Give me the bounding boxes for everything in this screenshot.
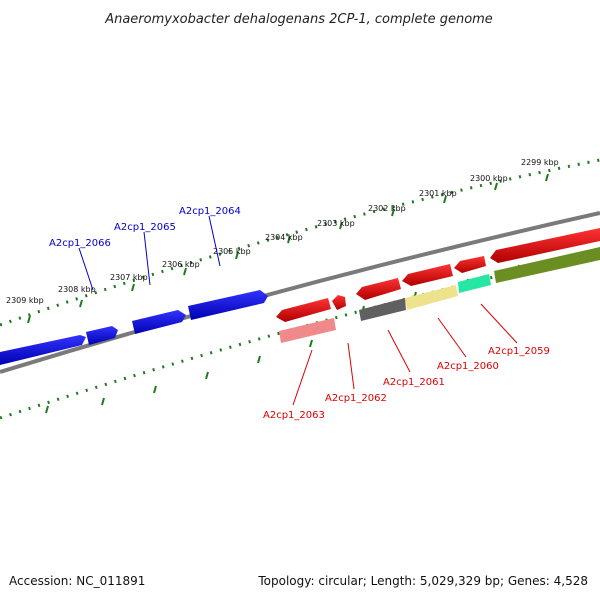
tick-mark: [45, 405, 49, 414]
kbp-label: 2299 kbp: [521, 158, 559, 167]
gene-label-reverse[interactable]: A2cp1_2062: [325, 393, 387, 404]
tick-mark: [309, 339, 313, 348]
genome-backbone: [0, 211, 600, 374]
outer-major-ticks: [27, 173, 549, 324]
tick-mark: [79, 299, 83, 308]
leader-line: [78, 247, 94, 291]
tick-mark: [287, 235, 291, 244]
kbp-label: 2309 kbp: [6, 296, 44, 305]
kbp-label: 2303 kbp: [317, 219, 355, 228]
gene-arrow-fwd-3[interactable]: [132, 310, 186, 334]
tick-mark: [235, 251, 239, 260]
gene-label-reverse[interactable]: A2cp1_2061: [383, 377, 445, 388]
tick-mark: [101, 397, 105, 406]
cds-block-khaki[interactable]: [405, 285, 458, 310]
tick-mark: [545, 173, 549, 182]
gene-arrow-rev-1[interactable]: [276, 298, 331, 322]
kbp-label: 2302 kbp: [368, 204, 406, 213]
reverse-genes: [276, 228, 600, 322]
kbp-label: 2300 kbp: [470, 174, 508, 183]
tick-mark: [339, 221, 343, 230]
kbp-label: 2306 kbp: [162, 260, 200, 269]
reverse-label-leaders: [292, 303, 518, 406]
cds-block-grey[interactable]: [359, 298, 406, 321]
tick-mark: [257, 355, 261, 364]
tick-mark: [27, 315, 31, 324]
cds-blocks: [279, 247, 600, 343]
cds-block-teal[interactable]: [458, 274, 491, 293]
tick-mark: [443, 195, 447, 204]
map-title: Anaeromyxobacter dehalogenans 2CP-1, com…: [104, 12, 493, 27]
gene-label-reverse[interactable]: A2cp1_2060: [437, 361, 499, 372]
leader-line: [143, 231, 151, 286]
tick-mark: [131, 283, 135, 292]
gene-label-forward[interactable]: A2cp1_2066: [49, 238, 111, 249]
leader-line: [347, 342, 355, 390]
tick-mark: [391, 208, 395, 217]
gene-arrow-rev-3[interactable]: [356, 278, 401, 300]
gene-label-reverse[interactable]: A2cp1_2063: [263, 410, 325, 421]
gene-arrow-fwd-2[interactable]: [86, 326, 118, 345]
gene-arrow-rev-6[interactable]: [490, 228, 600, 263]
kbp-label: 2301 kbp: [419, 189, 457, 198]
gene-label-reverse[interactable]: A2cp1_2059: [488, 346, 550, 357]
forward-genes: [0, 290, 268, 365]
kbp-label: 2307 kbp: [110, 273, 148, 282]
leader-line: [208, 215, 221, 267]
kbp-label: 2305 kbp: [213, 247, 251, 256]
gene-arrow-rev-4[interactable]: [402, 264, 453, 286]
gene-arrow-fwd-1[interactable]: [0, 335, 86, 365]
cds-block-olive[interactable]: [494, 247, 600, 283]
tick-mark: [494, 182, 498, 191]
gene-label-forward[interactable]: A2cp1_2065: [114, 222, 176, 233]
tick-mark: [183, 267, 187, 276]
leader-line: [292, 349, 313, 406]
tick-mark: [205, 371, 209, 380]
topology-text: Topology: circular; Length: 5,029,329 bp…: [258, 574, 588, 588]
kbp-label: 2304 kbp: [265, 233, 303, 242]
kbp-label: 2308 kbp: [58, 285, 96, 294]
cds-block-pink[interactable]: [279, 318, 336, 343]
gene-arrow-fwd-4[interactable]: [188, 290, 268, 320]
accession-text: Accession: NC_011891: [9, 574, 146, 588]
leader-line: [387, 329, 411, 373]
forward-label-leaders: [78, 215, 221, 291]
gene-arrow-rev-5[interactable]: [454, 256, 486, 273]
gene-label-forward[interactable]: A2cp1_2064: [179, 206, 241, 217]
gene-arrow-rev-2[interactable]: [332, 295, 346, 310]
leader-line: [480, 303, 518, 344]
leader-line: [437, 317, 467, 358]
tick-mark: [153, 385, 157, 394]
